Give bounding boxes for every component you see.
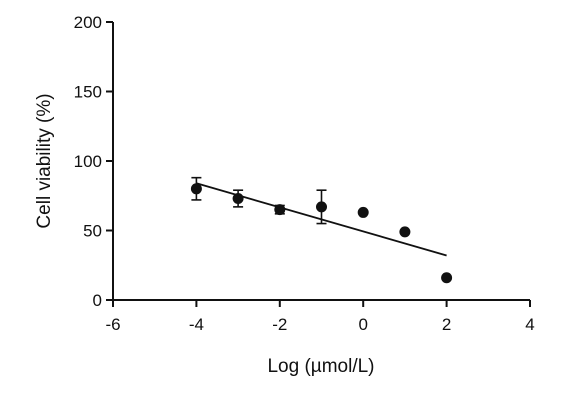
data-point [399,226,411,238]
x-tick-label: 4 [525,315,534,334]
x-ticks: -6 -4 -2 0 2 4 [105,300,535,334]
y-tick-label: 0 [93,291,102,310]
x-tick-label: 0 [358,315,367,334]
axes [112,22,530,301]
y-tick-label: 150 [74,83,102,102]
x-axis-title: Log (µmol/L) [267,356,374,377]
y-tick-label: 200 [74,13,102,32]
y-tick-label: 100 [74,152,102,171]
data-points [190,183,453,284]
x-tick-label: -6 [105,315,120,334]
y-tick-label: 50 [83,222,102,241]
data-point [232,193,244,205]
y-ticks: 0 50 100 150 200 [74,13,113,310]
data-point [357,206,369,218]
data-point [274,204,286,216]
x-tick-label: -2 [272,315,287,334]
y-axis-title: Cell viability (%) [34,93,55,228]
x-tick-label: 2 [442,315,451,334]
data-point [316,201,327,213]
data-point [441,272,453,284]
data-point [190,183,202,195]
x-tick-label: -4 [189,315,204,334]
